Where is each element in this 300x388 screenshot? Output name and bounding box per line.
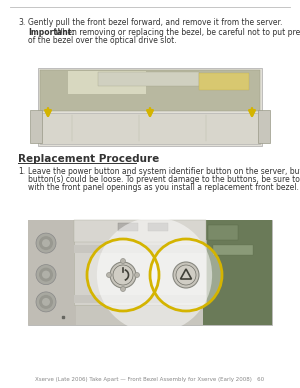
Circle shape [121, 286, 125, 291]
FancyBboxPatch shape [74, 295, 206, 303]
Circle shape [39, 295, 53, 309]
Circle shape [134, 272, 140, 277]
FancyBboxPatch shape [38, 68, 262, 146]
Text: with the front panel openings as you install a replacement front bezel.: with the front panel openings as you ins… [28, 183, 299, 192]
FancyBboxPatch shape [74, 220, 206, 242]
Circle shape [173, 262, 199, 288]
Circle shape [121, 258, 125, 263]
Circle shape [176, 265, 196, 285]
FancyBboxPatch shape [213, 245, 253, 255]
Circle shape [97, 217, 212, 333]
FancyBboxPatch shape [28, 220, 272, 325]
FancyBboxPatch shape [203, 220, 272, 325]
Text: button(s) could be loose. To prevent damage to the buttons, be sure to align the: button(s) could be loose. To prevent dam… [28, 175, 300, 184]
Circle shape [113, 265, 133, 285]
Circle shape [42, 239, 50, 247]
Text: Replacement Procedure: Replacement Procedure [18, 154, 159, 164]
FancyBboxPatch shape [74, 245, 206, 253]
Circle shape [42, 270, 50, 279]
Circle shape [36, 292, 56, 312]
FancyBboxPatch shape [148, 223, 168, 231]
Text: Leave the power button and system identifier button on the server, but note that: Leave the power button and system identi… [28, 167, 300, 176]
Circle shape [39, 268, 53, 282]
Circle shape [106, 272, 112, 277]
Text: 1.: 1. [18, 167, 25, 176]
Text: Gently pull the front bezel forward, and remove it from the server.: Gently pull the front bezel forward, and… [28, 18, 282, 27]
Circle shape [36, 233, 56, 253]
FancyBboxPatch shape [118, 223, 138, 231]
FancyBboxPatch shape [98, 72, 199, 86]
FancyBboxPatch shape [68, 71, 146, 94]
Circle shape [36, 265, 56, 285]
Text: 3.: 3. [18, 18, 25, 27]
Circle shape [150, 239, 222, 311]
FancyBboxPatch shape [30, 110, 42, 143]
FancyBboxPatch shape [208, 225, 238, 240]
FancyBboxPatch shape [40, 70, 260, 111]
Text: Important:: Important: [28, 28, 74, 37]
Text: of the bezel over the optical drive slot.: of the bezel over the optical drive slot… [28, 36, 177, 45]
Text: When removing or replacing the bezel, be careful not to put pressure on the top: When removing or replacing the bezel, be… [55, 28, 300, 37]
Circle shape [42, 298, 50, 306]
Circle shape [110, 262, 136, 288]
FancyBboxPatch shape [40, 113, 260, 144]
FancyBboxPatch shape [28, 220, 76, 325]
Text: Xserve (Late 2006) Take Apart — Front Bezel Assembly for Xserve (Early 2008)   6: Xserve (Late 2006) Take Apart — Front Be… [35, 376, 265, 381]
FancyBboxPatch shape [258, 110, 270, 143]
Circle shape [87, 239, 159, 311]
FancyBboxPatch shape [199, 73, 249, 90]
FancyBboxPatch shape [74, 240, 206, 305]
Circle shape [39, 236, 53, 250]
